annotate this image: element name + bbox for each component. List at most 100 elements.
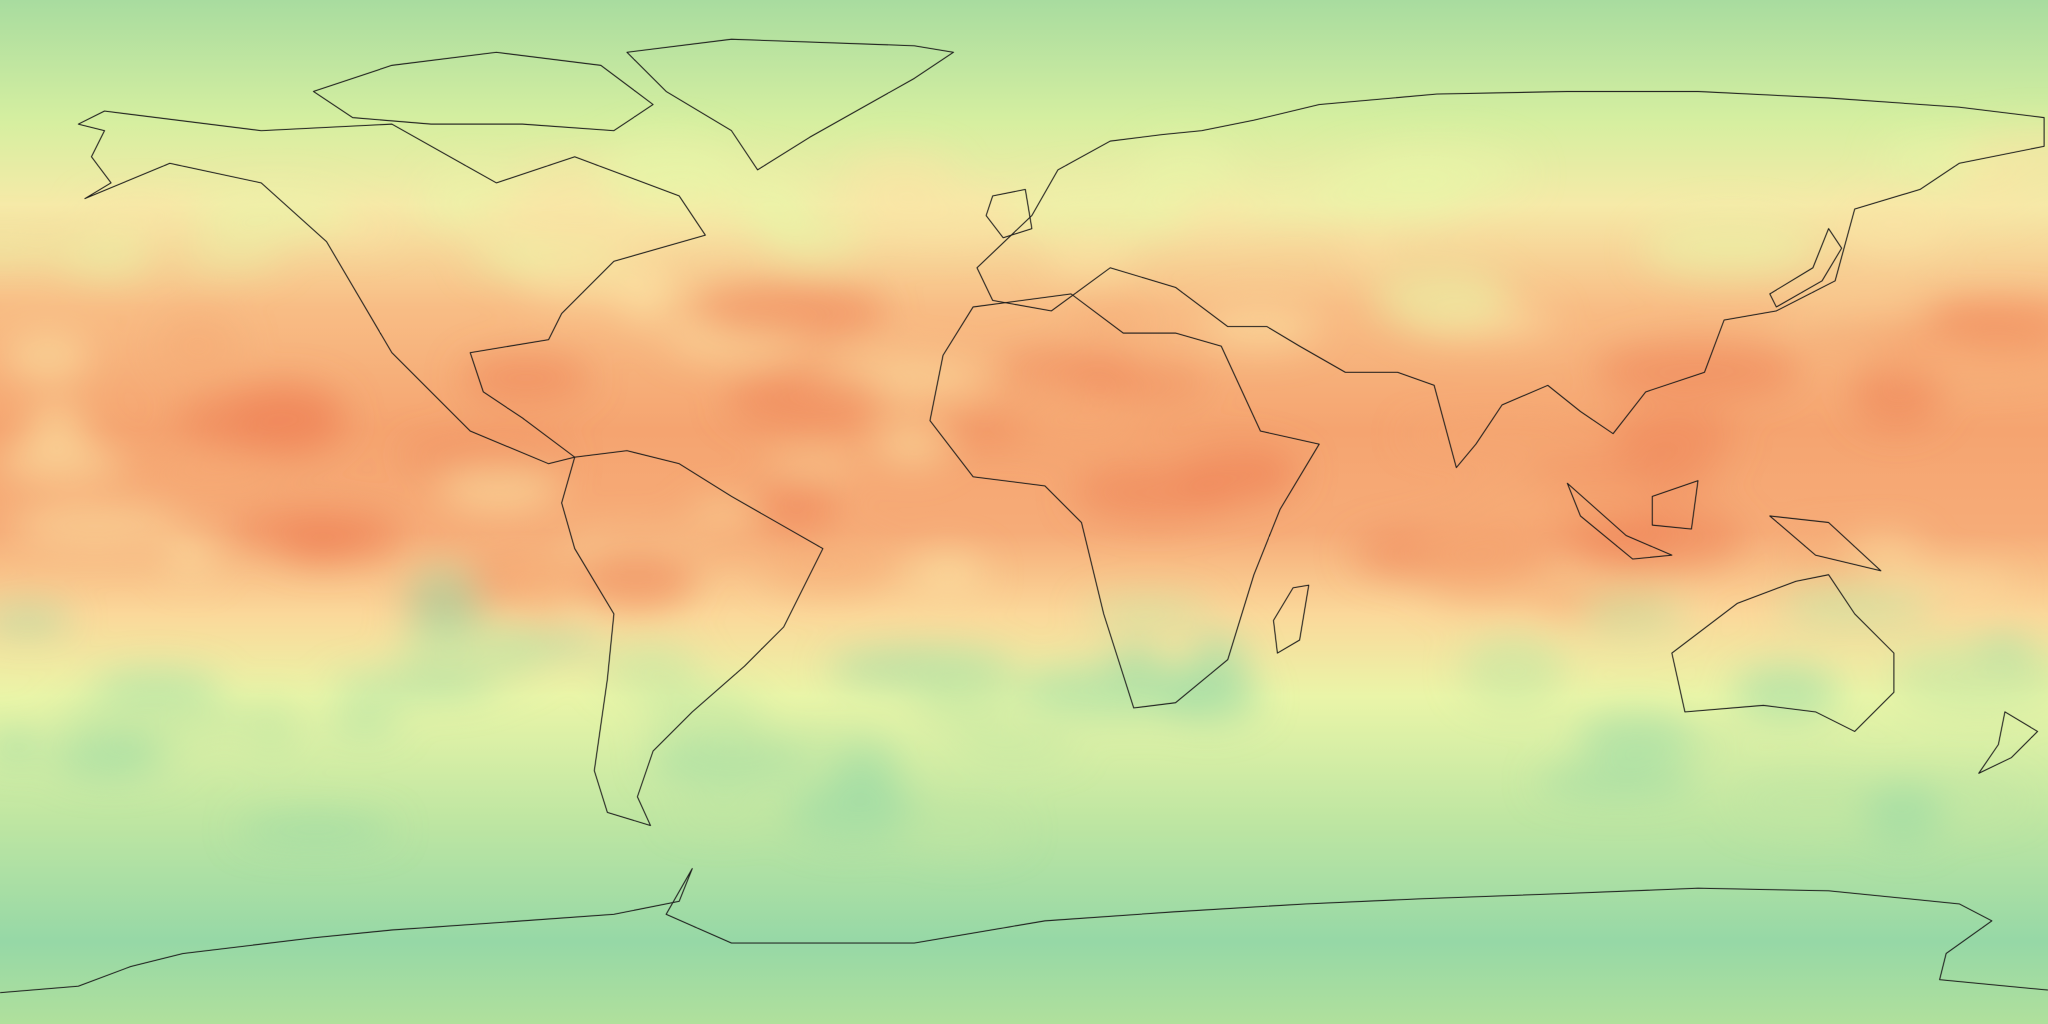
field-patch [765,454,863,476]
field-patch [560,531,709,557]
field-patch [1610,412,1736,461]
field-patch [913,659,1012,730]
field-patch [465,196,664,251]
field-patch [330,213,394,243]
coastline-australia [1671,574,1895,732]
field-patch [178,243,283,270]
field-patch [756,478,838,534]
field-patch [1978,636,2032,663]
field-patch [602,643,700,697]
coastline-africa [929,293,1320,709]
field-patch [1134,140,1241,207]
field-patch [1235,455,1303,481]
field-patch [1836,192,1952,256]
field-patch [518,159,625,193]
field-patch [1730,772,1887,831]
field-patch [236,814,395,845]
field-patch [1403,423,1602,447]
field-patch [155,314,241,378]
field-patch [3,331,92,382]
coastline-greenland [626,38,954,171]
field-patch [0,606,73,634]
field-patch [1188,633,1249,696]
field-patch [670,797,774,827]
field-patch [576,544,697,612]
field-patch [1579,593,1686,636]
field-patch [1732,664,1840,721]
field-patch [58,232,155,279]
field-patch [1083,598,1213,629]
field-patch [0,731,44,763]
coastlines [0,38,2048,994]
field-patch [693,283,889,341]
field-patch [1427,578,1589,607]
field-patch [511,558,573,621]
field-patch [1419,514,1534,581]
field-patch [767,210,863,263]
field-patch [1641,216,1821,280]
field-patch [282,525,357,562]
field-patch [1367,145,1529,202]
coastline-north-america [77,110,706,465]
field-patch [1881,138,1990,181]
coastline-arctic-islands [312,51,654,132]
field-patch [1846,534,1925,566]
field-patch [438,466,561,514]
field-patch [1200,304,1320,350]
field-patch [81,199,200,227]
field-patch [726,369,886,430]
field-patch [871,420,951,467]
field-patch [164,531,217,579]
field-patch [1344,231,1397,264]
field-patch [246,697,301,758]
field-patch [1008,179,1192,245]
coastline-indonesia [1566,480,1882,572]
coastline-japan [1769,228,1843,308]
field-patch [1536,764,1700,800]
field-patch [1073,464,1237,522]
field-patch [900,809,1022,851]
field-patch [1788,315,1990,337]
field-patch [91,670,223,704]
coastline-antarctica [0,868,2048,994]
field-patch [1593,340,1801,402]
field-patch [406,567,482,640]
field-patch [517,256,680,306]
field-patch [1870,570,2017,600]
field-patch [761,539,893,594]
coastline-new-zealand [1978,711,2039,774]
field-patch [1068,303,1158,338]
field-patch [329,673,496,700]
field-patch [111,462,279,492]
field-patch [50,733,161,779]
field-patch [909,550,987,597]
field-patch [669,519,768,547]
field-patch [1460,635,1566,706]
field-patch [0,236,77,263]
field-patch [191,189,358,242]
coastline-eurasia [976,90,2045,469]
field-patch [1852,360,1942,429]
field-patch [1227,186,1382,218]
field-patch [1474,474,1652,532]
field-patch [1576,713,1695,764]
field-patch [9,503,182,550]
field-patch [1042,233,1134,280]
field-patch [1873,349,2048,379]
field-patch [844,152,956,202]
field-patch [1862,783,1944,844]
coastline-british-isles [985,188,1033,239]
field-patch [0,440,125,485]
field-patch [697,731,874,761]
field-patch [957,728,1076,762]
field-patch [998,350,1140,383]
field-patch [460,353,591,403]
coastline-south-america [561,450,824,826]
field-patch [328,711,400,734]
field-patch [52,695,257,746]
field-patch [1012,395,1148,449]
field-patch [786,784,917,843]
field-patch [234,383,346,453]
field-patch [600,136,733,197]
